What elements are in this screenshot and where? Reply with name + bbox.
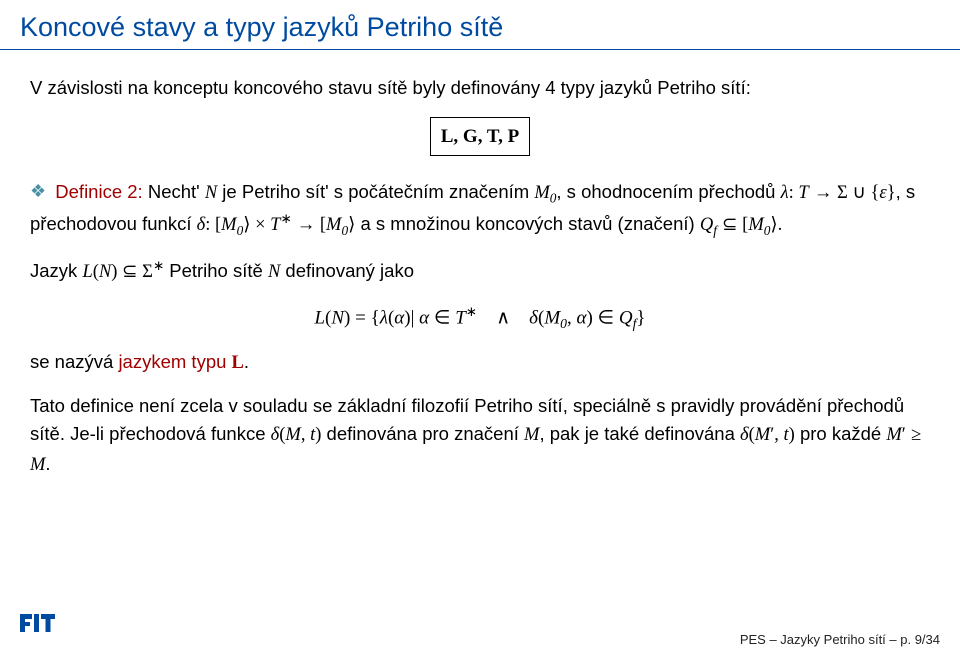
jazyk-pre: Jazyk xyxy=(30,260,82,281)
definition-block: ❖ Definice 2: Necht' N je Petriho sít' s… xyxy=(30,178,930,242)
footer-logo xyxy=(20,614,62,647)
def-part5: a s množinou koncových stavů (značení) xyxy=(355,214,699,235)
display-equation: L(N) = {λ(α)| α ∈ T∗ ∧ δ(M0, α) ∈ Qf} xyxy=(30,301,930,334)
fit-logo-icon xyxy=(20,614,62,642)
jazyk-post: Petriho sítě xyxy=(164,260,268,281)
intro-text: V závislosti na konceptu koncového stavu… xyxy=(30,74,930,103)
diamond-icon: ❖ xyxy=(30,178,46,206)
def-part3: , s ohodnocením přechodů xyxy=(556,181,780,202)
jazyk-post2: definovaný jako xyxy=(280,260,414,281)
slide-content: V závislosti na konceptu koncového stavu… xyxy=(0,74,960,480)
tato-2: definována pro značení xyxy=(321,423,524,444)
tato-3: , pak je také definována xyxy=(539,423,740,444)
boxed-types: L, G, T, P xyxy=(430,117,530,156)
tato-block: Tato definice není zcela v souladu se zá… xyxy=(30,392,930,480)
nazyva-3: L xyxy=(232,353,244,373)
nazyva-line: se nazývá jazykem typu L. xyxy=(30,348,930,378)
jazyk-line: Jazyk L(N) ⊆ Σ∗ Petriho sítě N definovan… xyxy=(30,256,930,287)
footer-page-number: PES – Jazyky Petriho sítí – p. 9/34 xyxy=(740,632,940,647)
def-part2: je Petriho sít' s počátečním značením xyxy=(217,181,534,202)
nazyva-1: se nazývá xyxy=(30,351,118,372)
boxed-types-row: L, G, T, P xyxy=(30,117,930,156)
def-part1: Necht' xyxy=(148,181,205,202)
tato-5: . xyxy=(45,453,50,474)
nazyva-4: . xyxy=(244,351,249,372)
definition-label: Definice 2: xyxy=(55,181,142,202)
tato-4: pro každé xyxy=(795,423,887,444)
nazyva-2: jazykem typu xyxy=(118,351,231,372)
slide-title: Koncové stavy a typy jazyků Petriho sítě xyxy=(0,0,960,50)
